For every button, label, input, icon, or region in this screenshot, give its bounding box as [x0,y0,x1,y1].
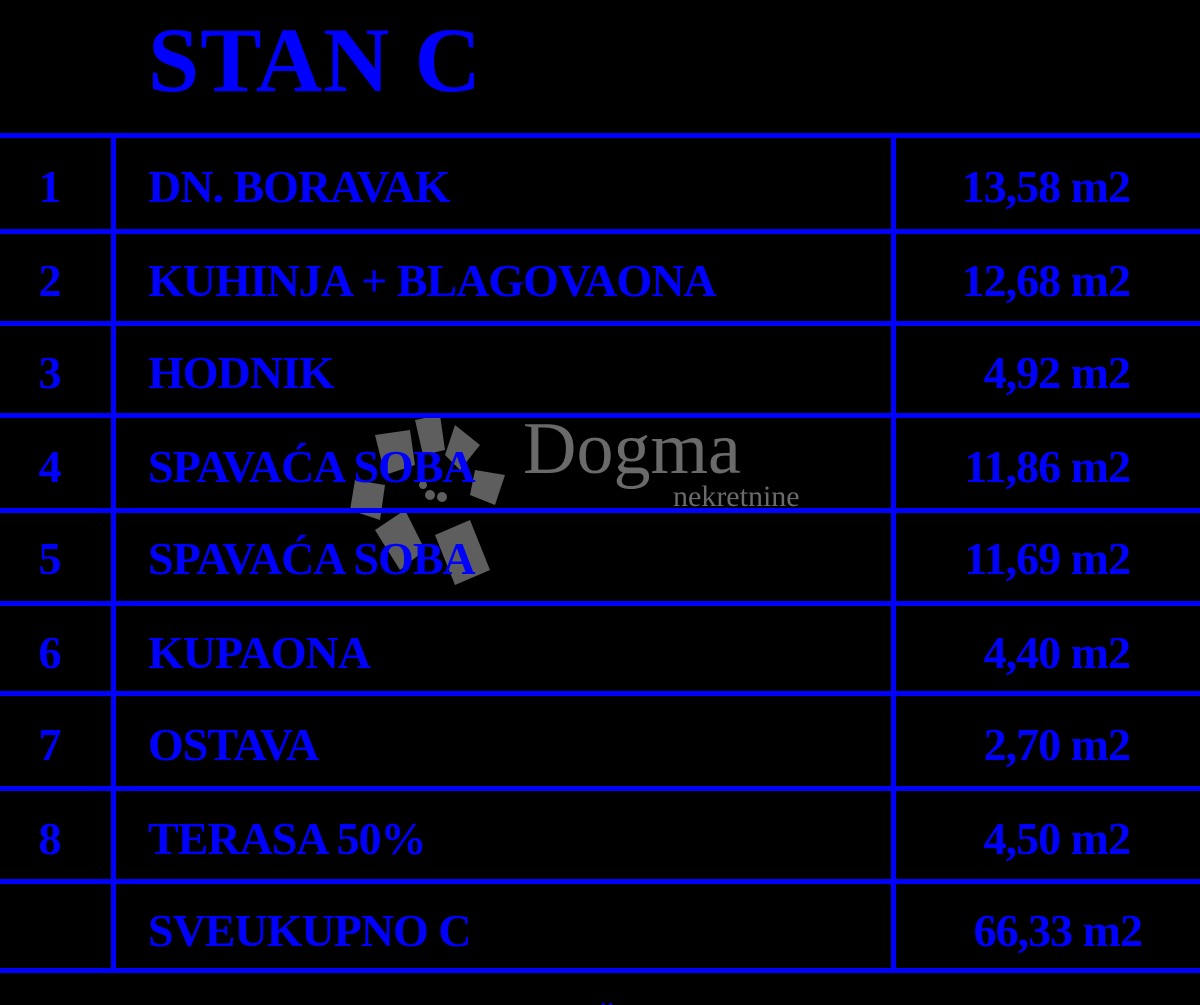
room-area: 12,68 m2 [961,255,1131,306]
table-row: 4 SPAVAĆA SOBA 11,86 m2 [0,418,1200,510]
table-row: 1 DN. BORAVAK 13,58 m2 [0,138,1200,230]
table-row: 3 HODNIK 4,92 m2 [0,324,1200,416]
room-name: TERASA 50% [148,813,427,864]
room-name: HODNIK [148,347,335,398]
room-name: SPAVAĆA SOBA [148,533,476,584]
row-divider [0,321,1200,326]
room-name: SPAVAĆA SOBA [148,441,476,492]
room-number: 4 [38,441,62,492]
room-number: 8 [38,813,62,864]
chevron-down-icon: ⌄ [596,986,618,1005]
total-row: SVEUKUPNO C 66,33 m2 [0,882,1200,974]
room-number: 1 [38,161,62,212]
room-number: 2 [38,255,62,306]
row-divider [0,879,1200,884]
room-number: 3 [38,347,62,398]
room-area: 4,92 m2 [983,347,1131,398]
total-label: SVEUKUPNO C [148,905,472,956]
table-row: 8 TERASA 50% 4,50 m2 [0,790,1200,882]
table-row: 7 OSTAVA 2,70 m2 [0,696,1200,788]
room-area: 11,69 m2 [964,533,1131,584]
table-row: 5 SPAVAĆA SOBA 11,69 m2 [0,510,1200,602]
column-divider [891,135,896,973]
page-title: STAN C [148,9,483,111]
table-row: 2 KUHINJA + BLAGOVAONA 12,68 m2 [0,232,1200,324]
room-area: 4,40 m2 [983,627,1131,678]
room-area: 13,58 m2 [961,161,1131,212]
room-number: 5 [38,533,62,584]
row-divider [0,508,1200,513]
row-divider [0,601,1200,606]
total-area: 66,33 m2 [973,905,1143,956]
column-divider [111,135,116,973]
room-area: 4,50 m2 [983,813,1131,864]
room-area: 11,86 m2 [964,441,1131,492]
table-border [0,133,1200,138]
table-row: 6 KUPAONA 4,40 m2 [0,604,1200,696]
room-name: KUPAONA [148,627,371,678]
room-name: OSTAVA [148,719,319,770]
room-number: 7 [38,719,62,770]
room-area: 2,70 m2 [983,719,1131,770]
row-divider [0,413,1200,418]
row-divider [0,691,1200,696]
table-border [0,968,1200,973]
room-number: 6 [38,627,62,678]
row-divider [0,229,1200,234]
room-name: KUHINJA + BLAGOVAONA [148,255,717,306]
row-divider [0,786,1200,791]
room-name: DN. BORAVAK [148,161,451,212]
